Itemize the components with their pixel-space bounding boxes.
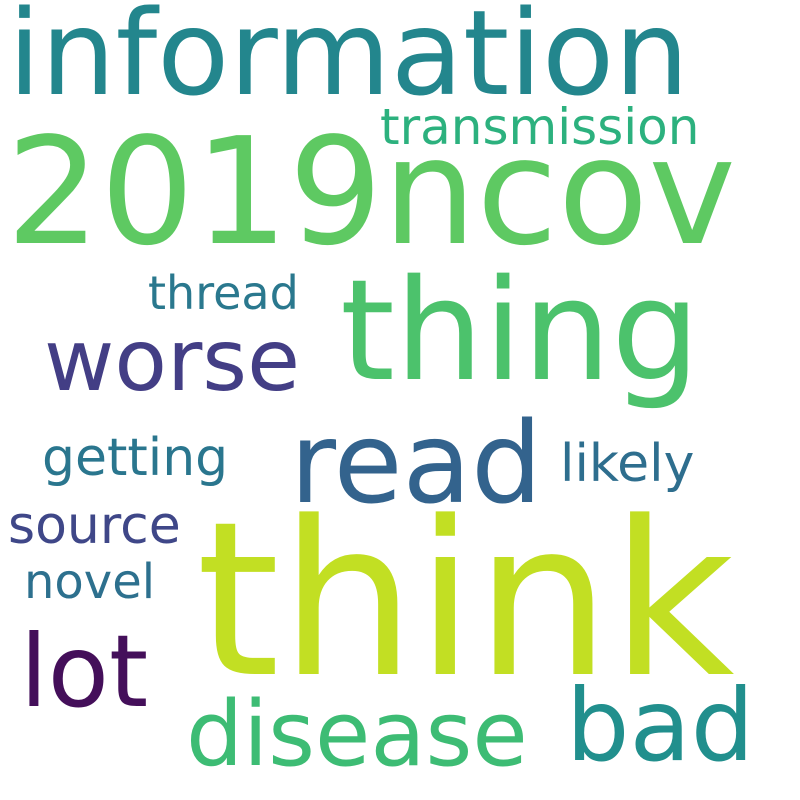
word-think: think <box>196 476 735 725</box>
word-likely: likely <box>560 434 695 494</box>
word-disease: disease <box>186 682 528 787</box>
word-2019ncov: 2019ncov <box>6 106 736 278</box>
word-information: information <box>8 0 690 122</box>
word-read: read <box>290 399 543 529</box>
word-lot: lot <box>20 613 149 730</box>
word-source: source <box>8 496 181 556</box>
word-novel: novel <box>24 554 156 610</box>
word-bad: bad <box>566 667 755 784</box>
word-worse: worse <box>44 311 301 411</box>
word-getting: getting <box>42 428 229 488</box>
word-thing: thing <box>340 250 701 413</box>
word-transmission: transmission <box>380 98 700 156</box>
word-thread: thread <box>148 266 299 320</box>
